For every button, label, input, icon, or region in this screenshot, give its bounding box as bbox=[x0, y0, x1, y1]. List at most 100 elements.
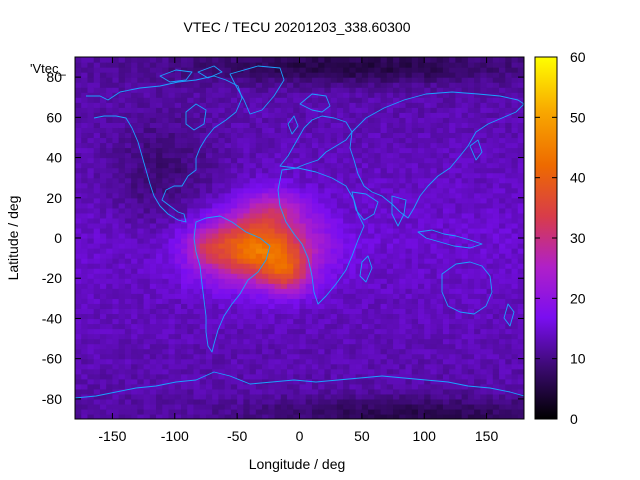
heatmap-cell bbox=[218, 212, 226, 219]
heatmap-cell bbox=[99, 67, 107, 73]
heatmap-cell bbox=[230, 338, 238, 345]
heatmap-cell bbox=[106, 298, 114, 304]
heatmap-cell bbox=[81, 62, 89, 68]
heatmap-cell bbox=[205, 72, 213, 78]
heatmap-cell bbox=[386, 147, 394, 154]
heatmap-cell bbox=[287, 348, 294, 355]
heatmap-cell bbox=[411, 187, 419, 194]
heatmap-cell bbox=[349, 318, 357, 325]
heatmap-cell bbox=[380, 333, 388, 340]
heatmap-cell bbox=[480, 132, 488, 139]
heatmap-cell bbox=[368, 328, 375, 335]
heatmap-cell bbox=[399, 373, 407, 380]
heatmap-cell bbox=[299, 333, 307, 340]
heatmap-cell bbox=[311, 182, 319, 189]
heatmap-cell bbox=[355, 222, 363, 229]
heatmap-cell bbox=[424, 212, 432, 219]
heatmap-cell bbox=[442, 192, 450, 199]
heatmap-cell bbox=[336, 142, 344, 149]
heatmap-cell bbox=[162, 172, 170, 179]
heatmap-cell bbox=[430, 408, 438, 415]
heatmap-cell bbox=[149, 238, 157, 244]
heatmap-cell bbox=[243, 313, 251, 320]
heatmap-cell bbox=[349, 393, 357, 400]
heatmap-cell bbox=[467, 363, 475, 370]
heatmap-cell bbox=[505, 283, 513, 289]
heatmap-cell bbox=[230, 157, 238, 164]
heatmap-cell bbox=[262, 127, 269, 134]
heatmap-cell bbox=[336, 303, 344, 309]
heatmap-cell bbox=[405, 82, 413, 88]
heatmap-cell bbox=[355, 373, 363, 380]
heatmap-cell bbox=[75, 167, 82, 174]
heatmap-cell bbox=[75, 368, 82, 375]
heatmap-cell bbox=[75, 378, 82, 385]
heatmap-cell bbox=[137, 318, 145, 325]
heatmap-cell bbox=[486, 298, 494, 304]
heatmap-cell bbox=[336, 127, 344, 134]
heatmap-cell bbox=[486, 358, 494, 365]
heatmap-cell bbox=[255, 192, 263, 199]
heatmap-cell bbox=[118, 222, 126, 229]
heatmap-cell bbox=[137, 162, 145, 169]
heatmap-cell bbox=[430, 348, 438, 355]
heatmap-cell bbox=[274, 348, 282, 355]
heatmap-cell bbox=[299, 343, 307, 350]
heatmap-cell bbox=[156, 408, 163, 415]
heatmap-cell bbox=[224, 127, 232, 134]
heatmap-cell bbox=[324, 273, 332, 279]
heatmap-cell bbox=[386, 318, 394, 325]
heatmap-cell bbox=[411, 212, 419, 219]
heatmap-cell bbox=[424, 152, 432, 159]
heatmap-cell bbox=[106, 393, 114, 400]
heatmap-cell bbox=[143, 207, 151, 214]
heatmap-cell bbox=[486, 107, 494, 113]
heatmap-cell bbox=[181, 157, 188, 164]
heatmap-cell bbox=[311, 122, 319, 128]
heatmap-cell bbox=[505, 393, 513, 400]
heatmap-cell bbox=[162, 182, 170, 189]
heatmap-cell bbox=[474, 227, 481, 234]
heatmap-cell bbox=[349, 253, 357, 259]
heatmap-cell bbox=[405, 57, 413, 63]
heatmap-cell bbox=[449, 283, 457, 289]
heatmap-cell bbox=[181, 298, 188, 304]
heatmap-cell bbox=[368, 147, 375, 154]
heatmap-cell bbox=[218, 192, 226, 199]
heatmap-cell bbox=[243, 278, 251, 284]
heatmap-cell bbox=[230, 197, 238, 204]
heatmap-cell bbox=[81, 107, 89, 113]
heatmap-cell bbox=[99, 373, 107, 380]
heatmap-cell bbox=[156, 67, 163, 73]
heatmap-cell bbox=[380, 348, 388, 355]
heatmap-cell bbox=[405, 263, 413, 269]
heatmap-cell bbox=[449, 268, 457, 274]
heatmap-cell bbox=[492, 142, 500, 149]
heatmap-cell bbox=[311, 62, 319, 68]
heatmap-cell bbox=[243, 167, 251, 174]
heatmap-cell bbox=[156, 122, 163, 128]
heatmap-cell bbox=[162, 137, 170, 144]
heatmap-cell bbox=[486, 72, 494, 78]
heatmap-cell bbox=[293, 97, 301, 103]
heatmap-cell bbox=[293, 283, 301, 289]
heatmap-cell bbox=[268, 82, 276, 88]
heatmap-cell bbox=[299, 258, 307, 264]
heatmap-cell bbox=[99, 323, 107, 330]
heatmap-cell bbox=[124, 147, 132, 154]
heatmap-cell bbox=[324, 303, 332, 309]
heatmap-cell bbox=[486, 112, 494, 118]
heatmap-cell bbox=[436, 338, 444, 345]
heatmap-cell bbox=[430, 243, 438, 249]
heatmap-cell bbox=[162, 348, 170, 355]
heatmap-cell bbox=[417, 298, 425, 304]
heatmap-cell bbox=[218, 358, 226, 365]
heatmap-cell bbox=[287, 97, 294, 103]
heatmap-cell bbox=[386, 87, 394, 93]
heatmap-cell bbox=[237, 408, 244, 415]
heatmap-cell bbox=[212, 243, 220, 249]
heatmap-cell bbox=[124, 132, 132, 139]
heatmap-cell bbox=[343, 323, 350, 330]
heatmap-cell bbox=[149, 368, 157, 375]
heatmap-cell bbox=[168, 162, 176, 169]
